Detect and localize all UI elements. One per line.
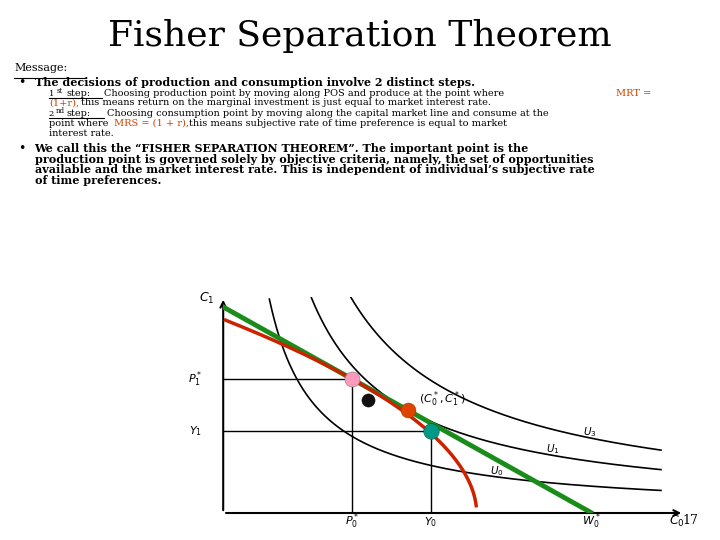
Text: •: •	[18, 76, 25, 90]
Text: •: •	[18, 141, 25, 155]
Text: interest rate.: interest rate.	[49, 129, 114, 138]
Point	[425, 427, 436, 435]
Point	[363, 396, 374, 404]
Text: $U_3$: $U_3$	[582, 425, 596, 439]
Text: $C_0$: $C_0$	[669, 514, 685, 529]
Text: $U_0$: $U_0$	[490, 464, 504, 478]
Text: $P^*_1$: $P^*_1$	[188, 369, 202, 389]
Text: $C_1$: $C_1$	[199, 292, 215, 307]
Text: Message:: Message:	[14, 63, 68, 73]
Text: Choosing production point by moving along POS and produce at the point where: Choosing production point by moving alon…	[104, 89, 505, 98]
Text: 1: 1	[49, 90, 54, 98]
Text: step:: step:	[66, 89, 91, 98]
Text: (1+r),: (1+r),	[49, 98, 79, 107]
Text: $P^*_0$: $P^*_0$	[345, 512, 359, 531]
Text: Choosing consumption point by moving along the capital market line and consume a: Choosing consumption point by moving alo…	[107, 109, 548, 118]
Text: this means return on the marginal investment is just equal to market interest ra: this means return on the marginal invest…	[81, 98, 490, 107]
Text: this means subjective rate of time preference is equal to market: this means subjective rate of time prefe…	[189, 119, 507, 128]
Text: $U_1$: $U_1$	[546, 442, 559, 456]
Text: $(C^*_0, C^*_1)$: $(C^*_0, C^*_1)$	[419, 389, 466, 409]
Text: point where: point where	[49, 119, 108, 128]
Text: MRS = (1 + r),: MRS = (1 + r),	[114, 119, 189, 128]
Text: of time preferences.: of time preferences.	[35, 175, 161, 186]
Text: 17: 17	[683, 514, 698, 527]
Text: 2: 2	[49, 110, 54, 118]
Text: production point is governed solely by objective criteria, namely, the set of op: production point is governed solely by o…	[35, 153, 593, 165]
Text: The decisions of production and consumption involve 2 distinct steps.: The decisions of production and consumpt…	[35, 77, 474, 89]
Point	[402, 406, 413, 414]
Point	[346, 375, 358, 383]
Text: $Y_1$: $Y_1$	[189, 424, 202, 438]
Text: step:: step:	[66, 109, 91, 118]
Text: nd: nd	[56, 107, 65, 116]
Text: st: st	[56, 87, 63, 95]
Text: We call this the “FISHER SEPARATION THEOREM”. The important point is the: We call this the “FISHER SEPARATION THEO…	[35, 143, 528, 154]
Text: MRT =: MRT =	[616, 89, 651, 98]
Text: Fisher Separation Theorem: Fisher Separation Theorem	[108, 19, 612, 53]
Text: available and the market interest rate. This is independent of individual’s subj: available and the market interest rate. …	[35, 164, 594, 176]
Text: $Y_0$: $Y_0$	[424, 515, 437, 529]
Text: $W^*_0$: $W^*_0$	[582, 512, 601, 531]
